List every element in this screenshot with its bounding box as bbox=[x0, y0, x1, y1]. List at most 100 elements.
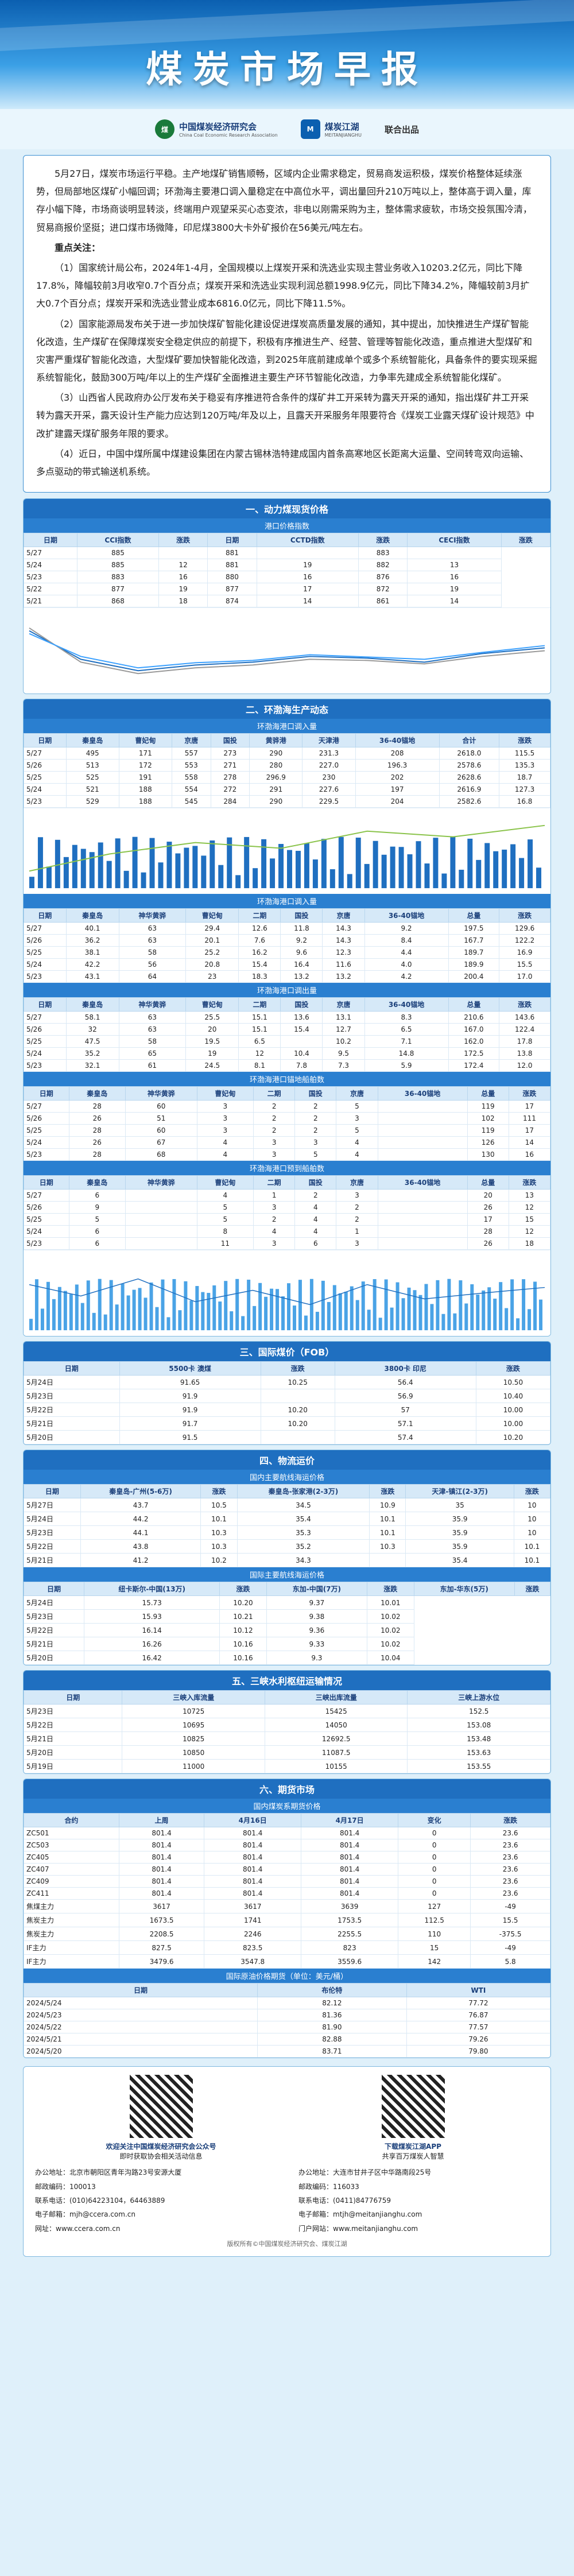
table-cell: 210.6 bbox=[448, 1011, 500, 1024]
table-header: 二期 bbox=[253, 1175, 296, 1190]
table-cell: 5/26 bbox=[24, 1023, 67, 1036]
bar bbox=[373, 1279, 377, 1331]
table-cell bbox=[377, 1237, 468, 1250]
bar bbox=[361, 1281, 365, 1331]
table-cell: 15.93 bbox=[84, 1609, 220, 1624]
table-cell: 10.20 bbox=[260, 1416, 335, 1431]
table-header: 涨跌 bbox=[158, 533, 208, 548]
table-cell: 5/24 bbox=[24, 958, 67, 971]
table-cell: 5/24 bbox=[24, 559, 77, 572]
bar bbox=[98, 1279, 102, 1331]
table-header: 二期 bbox=[253, 1086, 296, 1101]
table-row: 2024/5/23 81.36 76.87 bbox=[24, 2009, 550, 2022]
bar bbox=[227, 837, 232, 889]
bar bbox=[470, 1284, 474, 1331]
table-cell: 4.4 bbox=[364, 946, 449, 959]
bar bbox=[63, 857, 69, 889]
table-cell bbox=[125, 1237, 197, 1250]
table-cell: 13.1 bbox=[322, 1011, 365, 1024]
table-row: 5月21日 41.2 10.2 34.3 35.4 10.1 bbox=[24, 1553, 550, 1568]
table-cell: 801.4 bbox=[118, 1839, 205, 1852]
bar bbox=[189, 1300, 193, 1331]
qr-mjh[interactable]: 下载煤炭江湖APP 共享百万煤炭人智慧 bbox=[304, 2075, 522, 2161]
bar bbox=[424, 863, 430, 889]
table-cell: 15.73 bbox=[84, 1595, 220, 1610]
table-cell: 557 bbox=[171, 747, 211, 760]
bar bbox=[315, 1312, 319, 1331]
bar bbox=[304, 843, 309, 889]
section-three-gorges: 五、三峡水利枢纽运输情况 日期 三峡入库流量 三峡出库流量 三峡上游水位 5月23日 10… bbox=[23, 1670, 551, 1775]
bar bbox=[126, 1295, 130, 1331]
table-cell: 171 bbox=[118, 747, 172, 760]
table-cell: 861 bbox=[358, 595, 408, 608]
table-header: 国投 bbox=[280, 997, 323, 1012]
table-row: 5/25 28 60 3 2 2 5 119 17 bbox=[24, 1124, 550, 1137]
bar bbox=[398, 847, 404, 889]
table-cell: 5月27日 bbox=[24, 1498, 81, 1513]
table-cell: 16 bbox=[407, 571, 502, 584]
table-cell: 10.1 bbox=[369, 1512, 406, 1527]
table-cell: 81.36 bbox=[257, 2009, 407, 2022]
table-cell: 56 bbox=[118, 958, 187, 971]
bar bbox=[522, 1279, 526, 1331]
table-cell: 0 bbox=[398, 1863, 471, 1876]
bar bbox=[321, 839, 327, 889]
bar bbox=[433, 838, 439, 889]
sub-title: 国际原油价格期货（单位：美元/桶） bbox=[24, 1969, 550, 1984]
table-cell: 15.4 bbox=[238, 958, 281, 971]
table-cell: 42.2 bbox=[65, 958, 119, 971]
table-row: 5/27 495 171 557 273 290 231.3 208 2618.0 115.5 bbox=[24, 747, 550, 760]
table-cell: -49 bbox=[470, 1899, 550, 1914]
table-cell: 9.33 bbox=[266, 1637, 368, 1652]
table-header: 日期 bbox=[24, 1690, 123, 1705]
table-cell: 60 bbox=[125, 1100, 197, 1113]
table-cell: 10.3 bbox=[369, 1539, 406, 1554]
table-cell: 11 bbox=[196, 1237, 254, 1250]
table-cell: 11.8 bbox=[280, 922, 323, 935]
table-row: 5月21日 10825 12692.5 153.48 bbox=[24, 1731, 550, 1746]
table-cell: 5/23 bbox=[24, 1237, 69, 1250]
table-cell: 20 bbox=[185, 1023, 239, 1036]
table-cell: 36.2 bbox=[65, 934, 119, 947]
table-cell: ZC411 bbox=[24, 1887, 119, 1900]
table-cell: 153.63 bbox=[407, 1745, 550, 1760]
table-cell: 25.5 bbox=[185, 1011, 239, 1024]
table-cell: 28 bbox=[68, 1124, 126, 1137]
bar bbox=[528, 1309, 532, 1331]
bar bbox=[327, 1302, 331, 1331]
table-cell: 17 bbox=[508, 1100, 550, 1113]
table-cell: 10825 bbox=[122, 1731, 265, 1746]
table-cell: 23.6 bbox=[470, 1851, 550, 1864]
bar bbox=[80, 1303, 84, 1331]
table-header: CCI指数 bbox=[76, 533, 160, 548]
sub-title: 环渤海港口调出量 bbox=[24, 983, 550, 998]
table-header: 36-40锚地 bbox=[355, 733, 440, 748]
bar bbox=[276, 1289, 280, 1331]
table-cell: 5/26 bbox=[24, 934, 67, 947]
bar bbox=[103, 1314, 107, 1331]
bar bbox=[57, 1287, 61, 1331]
table-cell: 4 bbox=[294, 1201, 337, 1214]
table-header: 36-40锚地 bbox=[364, 908, 449, 923]
intro-lead: 5月27日，煤炭市场运行平稳。主产地煤矿销售顺畅，区域内企业需求稳定，贸易商发运… bbox=[36, 168, 533, 233]
table-cell: 122.2 bbox=[499, 934, 550, 947]
table-cell: 10.1 bbox=[369, 1525, 406, 1540]
table-cell: 801.4 bbox=[118, 1827, 205, 1840]
bar bbox=[63, 1291, 67, 1331]
table-cell bbox=[256, 547, 359, 560]
bar bbox=[72, 845, 77, 889]
intro-summary: 5月27日，煤炭市场运行平稳。主产地煤矿销售顺畅，区域内企业需求稳定，贸易商发运… bbox=[23, 155, 551, 493]
table-cell: 6.5 bbox=[364, 1023, 449, 1036]
table-cell: 28 bbox=[68, 1148, 126, 1161]
table-cell: 65 bbox=[118, 1047, 187, 1060]
table-cell: 9.3 bbox=[266, 1651, 368, 1665]
table-cell: 881 bbox=[207, 547, 257, 560]
table-cell: 553 bbox=[171, 759, 211, 772]
table-row: 2024/5/20 83.71 79.80 bbox=[24, 2045, 550, 2058]
bar bbox=[441, 873, 447, 889]
cci-line bbox=[29, 630, 545, 672]
table-cell: 16 bbox=[508, 1148, 550, 1161]
table-cell: 15.1 bbox=[238, 1023, 281, 1036]
table-cell: 801.4 bbox=[204, 1839, 302, 1852]
table-cell: 14.3 bbox=[322, 934, 365, 947]
